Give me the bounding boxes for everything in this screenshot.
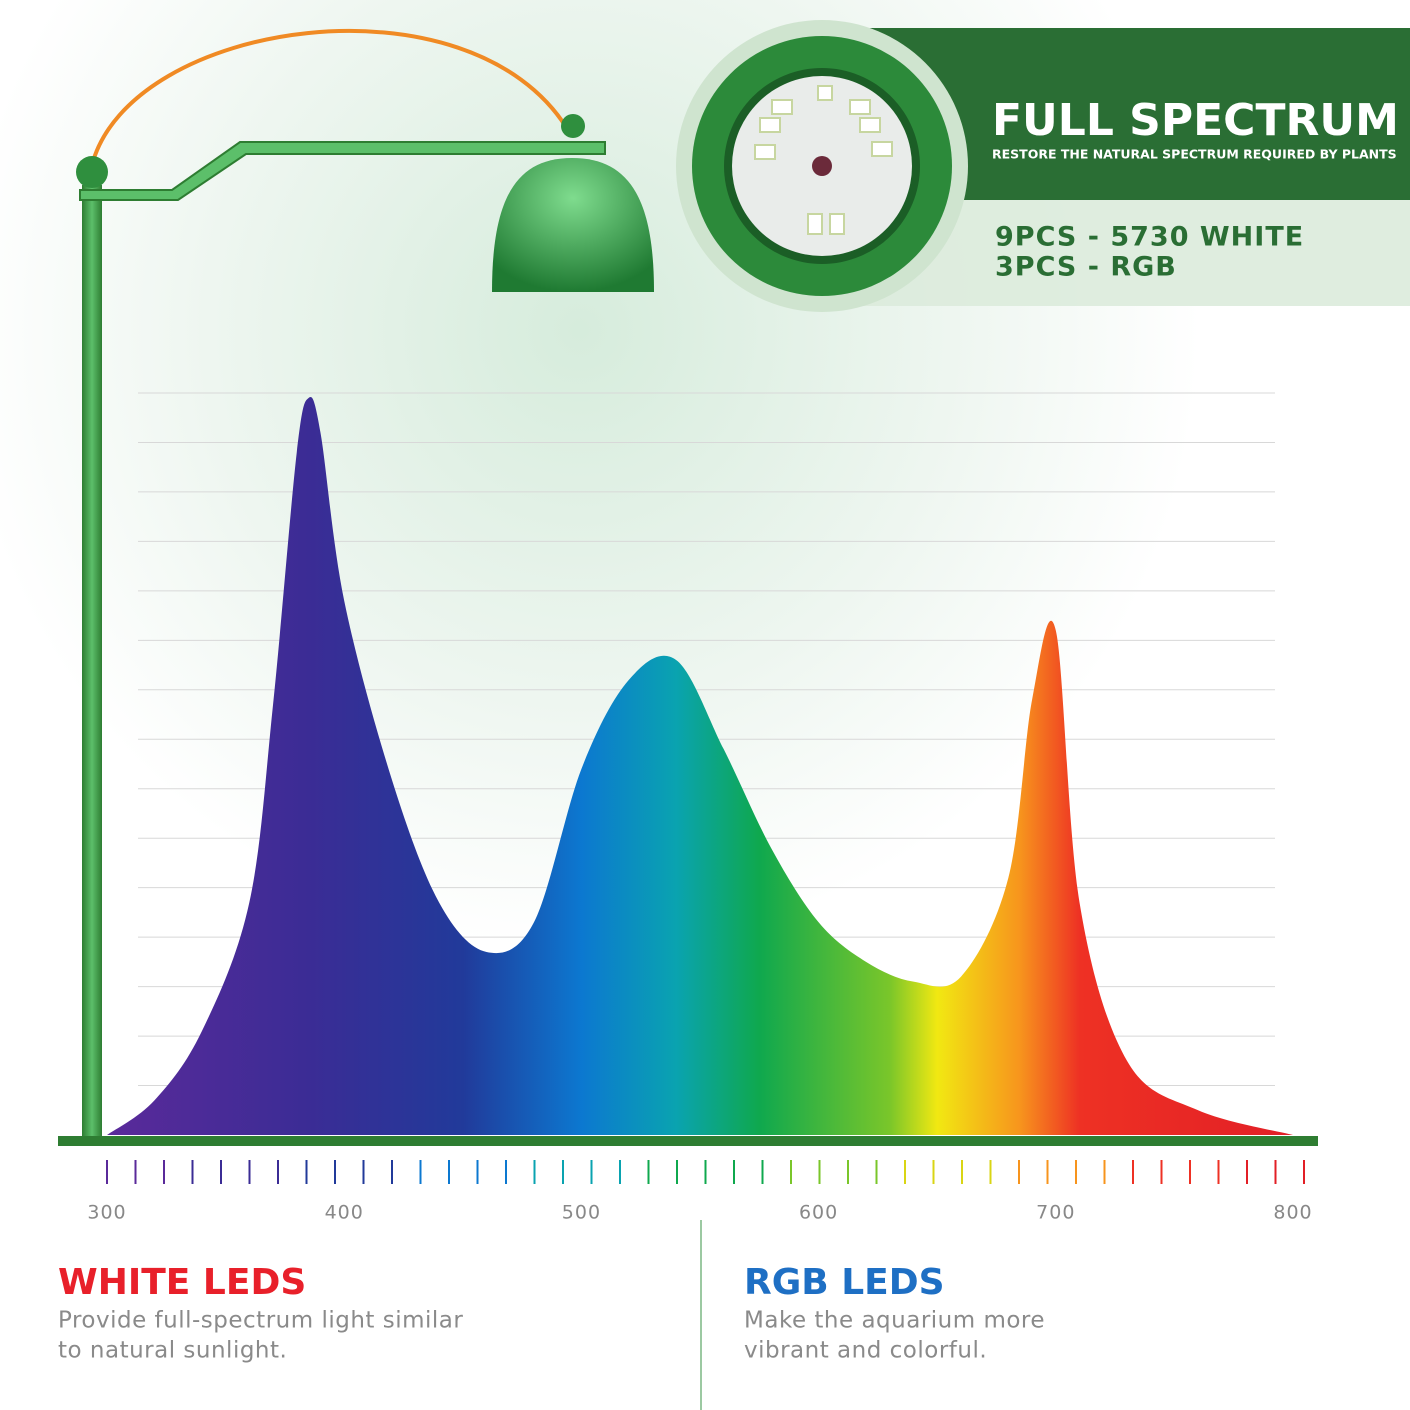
pole bbox=[82, 185, 102, 1140]
arm bbox=[79, 141, 606, 201]
spectrum-area bbox=[107, 397, 1293, 1135]
base-bar bbox=[58, 1136, 1318, 1146]
x-tick-label: 800 bbox=[1273, 1202, 1312, 1224]
shade bbox=[492, 158, 654, 292]
feature-text: to natural sunlight. bbox=[58, 1338, 287, 1364]
header: FULL SPECTRUM RESTORE THE NATURAL SPECTR… bbox=[676, 20, 1410, 312]
feature-text: vibrant and colorful. bbox=[744, 1338, 987, 1364]
feature-title: WHITE LEDS bbox=[58, 1262, 306, 1303]
spec-line: 9PCS - 5730 WHITE bbox=[995, 222, 1304, 253]
lamp bbox=[76, 29, 654, 1140]
x-tick-label: 400 bbox=[325, 1202, 364, 1224]
x-tick-label: 700 bbox=[1036, 1202, 1075, 1224]
x-axis: 300 400 500 600 700 800 bbox=[87, 1160, 1312, 1224]
leds bbox=[754, 85, 893, 235]
feature-text: Make the aquarium more bbox=[744, 1308, 1045, 1334]
feature-title: RGB LEDS bbox=[744, 1262, 945, 1303]
knob bbox=[561, 114, 585, 138]
spec-line: 3PCS - RGB bbox=[995, 252, 1177, 283]
center-led bbox=[812, 156, 832, 176]
features: WHITE LEDS Provide full-spectrum light si… bbox=[58, 1262, 1045, 1364]
feature-text: Provide full-spectrum light similar bbox=[58, 1308, 463, 1334]
x-tick-label: 600 bbox=[799, 1202, 838, 1224]
header-title: FULL SPECTRUM bbox=[992, 95, 1399, 146]
cable bbox=[90, 29, 570, 166]
plot bbox=[107, 397, 1293, 1135]
header-subtitle: RESTORE THE NATURAL SPECTRUM REQUIRED BY… bbox=[992, 147, 1397, 162]
x-tick-label: 300 bbox=[87, 1202, 126, 1224]
knob bbox=[76, 156, 108, 188]
x-tick-label: 500 bbox=[562, 1202, 601, 1224]
